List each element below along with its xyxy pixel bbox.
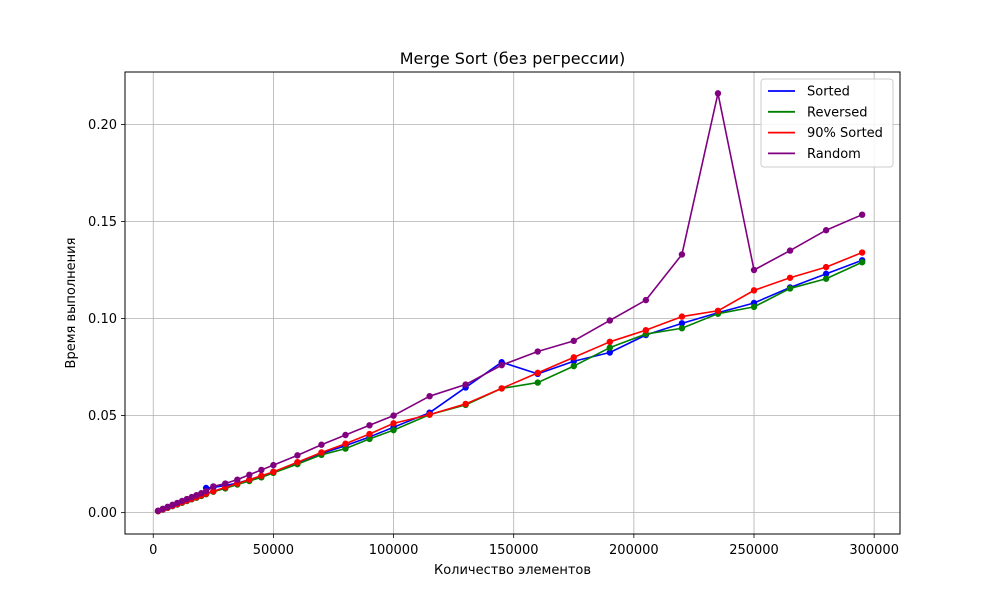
data-point [178,497,186,505]
data-point [606,344,614,351]
data-point [498,361,505,369]
data-point [169,501,176,509]
data-point [390,412,397,419]
y-tick-label: 0.10 [88,312,117,327]
data-point [210,488,217,495]
data-point [164,503,171,511]
data-point [318,449,325,456]
series-layer [154,90,866,515]
data-point [714,307,722,314]
data-point [534,379,541,386]
legend-entry: Reversed [807,105,868,120]
x-tick-label: 300000 [849,543,899,558]
data-point [678,325,686,332]
y-axis-label: Время выполнения [64,238,79,369]
data-point [534,369,541,377]
data-point [822,227,830,234]
data-point [210,483,217,490]
data-point [714,90,722,97]
data-point [258,466,265,474]
data-point [270,468,277,476]
plot-frame [124,71,901,535]
data-point [858,211,866,218]
data-point [462,381,469,388]
data-point [318,441,325,448]
data-point [678,313,686,320]
data-point [822,263,830,271]
data-point [570,354,577,361]
data-point [366,435,373,443]
legend-box [760,78,894,168]
data-point [534,348,541,355]
data-point [750,303,758,311]
data-point [570,362,577,370]
data-point [159,505,167,512]
data-point [462,400,469,408]
data-point [750,287,758,294]
data-point [750,266,758,274]
data-point [858,259,866,266]
legend-entry: Random [807,147,861,162]
data-point [193,491,200,499]
data-point [786,285,794,292]
x-tick-label: 0 [149,543,157,558]
data-point [234,476,241,483]
data-point [342,445,349,452]
x-axis-label: Количество элементов [434,563,591,578]
data-point [294,458,301,466]
x-tick-label: 250000 [729,543,779,558]
legend-entry: 90% Sorted [807,126,883,141]
data-point [258,472,265,479]
data-point [294,452,301,459]
data-point [246,471,253,478]
data-point [642,296,650,304]
y-axis: 0.00 0.05 0.10 0.15 0.20 [88,118,125,521]
x-tick-label: 150000 [489,543,539,558]
data-point [678,320,686,327]
data-point [426,411,433,418]
data-point [786,274,794,281]
data-point [390,426,397,434]
chart-title: Merge Sort (без регрессии) [400,49,626,68]
x-tick-label: 200000 [609,543,659,558]
data-point [822,270,830,278]
data-point [188,493,195,501]
data-point [366,422,373,429]
data-point [786,247,794,254]
y-tick-label: 0.05 [88,409,117,424]
data-point [606,338,614,346]
data-point [342,431,349,439]
data-point [198,490,205,497]
data-point [342,440,349,447]
data-point [154,507,162,514]
series-random [154,90,866,514]
y-tick-label: 0.15 [88,215,117,230]
data-point [390,420,397,427]
data-point [202,488,210,495]
data-point [270,461,277,469]
legend-entry: Sorted [807,85,850,100]
data-point [174,499,181,507]
y-tick-label: 0.20 [88,118,117,133]
data-point [570,337,577,345]
legend: Sorted Reversed 90% Sorted Random [760,78,894,168]
grid-lines [125,72,900,534]
data-point [858,249,866,256]
data-point [426,392,433,400]
data-point [606,349,614,356]
data-point [642,326,650,334]
data-point [498,385,505,392]
x-tick-label: 100000 [369,543,419,558]
data-point [246,476,253,483]
data-point [822,275,830,282]
data-point [222,480,229,487]
data-point [183,495,191,503]
x-axis: 0 50000 100000 150000 200000 250000 300000 [149,534,899,558]
x-tick-label: 50000 [253,543,294,558]
data-point [678,251,686,258]
data-point [366,430,373,438]
y-tick-label: 0.00 [88,506,117,521]
data-point [606,317,614,324]
